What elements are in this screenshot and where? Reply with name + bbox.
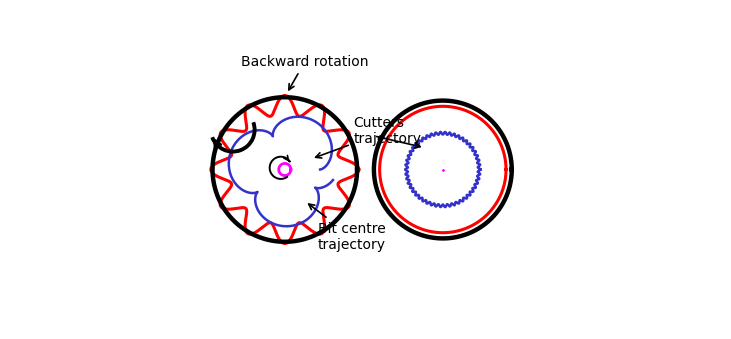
Text: Cutters
trajectory: Cutters trajectory bbox=[316, 116, 422, 158]
Text: Bit centre
trajectory: Bit centre trajectory bbox=[308, 204, 386, 252]
Text: Backward rotation: Backward rotation bbox=[241, 55, 368, 90]
